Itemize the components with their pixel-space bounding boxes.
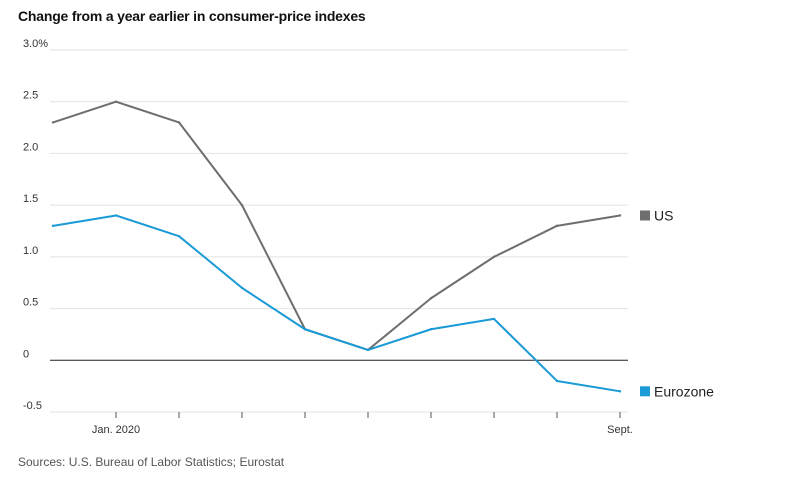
x-tick-label: Sept. — [607, 424, 633, 436]
chart-title: Change from a year earlier in consumer-p… — [18, 8, 366, 24]
y-tick-label: 0 — [23, 348, 29, 360]
data-point-eurozone — [240, 286, 244, 290]
data-point-us — [240, 203, 244, 207]
data-point-eurozone — [114, 214, 118, 217]
gridlines — [50, 49, 628, 413]
series-line-eurozone — [52, 214, 621, 393]
data-point-eurozone — [492, 317, 496, 321]
data-point-us — [618, 214, 622, 217]
y-tick-label: 2.5 — [23, 90, 38, 102]
y-tick-label: 1.5 — [23, 193, 38, 205]
x-axis: Jan. 2020 Sept. — [92, 412, 633, 436]
data-point-eurozone — [555, 379, 559, 383]
data-point-us — [429, 297, 433, 300]
data-point-eurozone — [429, 328, 433, 331]
y-tick-label: 0.5 — [23, 297, 38, 309]
y-tick-label: 3.0% — [23, 38, 48, 50]
y-tick-label: -0.5 — [23, 400, 42, 412]
data-point-eurozone — [303, 328, 307, 331]
legend-label-eurozone: Eurozone — [654, 383, 714, 399]
data-point-eurozone — [366, 348, 370, 352]
data-point-eurozone — [618, 390, 622, 393]
data-point-eurozone — [177, 234, 181, 238]
data-point-us — [114, 100, 118, 103]
y-tick-label: 2.0 — [23, 141, 38, 153]
legend: US Eurozone — [640, 207, 714, 399]
y-tick-label: 1.0 — [23, 245, 38, 257]
y-axis-ticks: 3.0% 2.5 2.0 1.5 1.0 0.5 0 -0.5 — [23, 38, 48, 412]
data-point-us — [555, 224, 559, 228]
legend-swatch-eurozone — [640, 386, 650, 397]
data-point-us — [492, 255, 496, 259]
data-point-eurozone — [51, 224, 55, 228]
data-point-us — [51, 121, 55, 124]
series-line-us — [52, 100, 621, 351]
legend-swatch-us — [640, 210, 650, 221]
series-lines — [51, 100, 622, 393]
data-point-us — [177, 121, 181, 124]
x-tick-label: Jan. 2020 — [92, 424, 140, 436]
source-note: Sources: U.S. Bureau of Labor Statistics… — [18, 455, 285, 469]
legend-label-us: US — [654, 207, 673, 223]
